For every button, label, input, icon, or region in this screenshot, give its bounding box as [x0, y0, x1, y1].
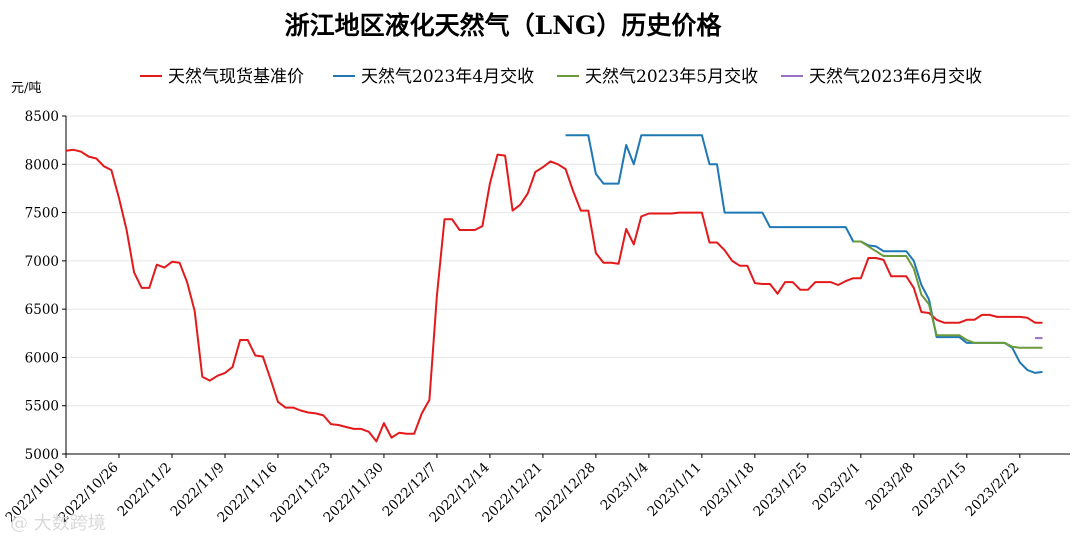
y-tick-label: 7000	[25, 254, 59, 270]
x-tick-label: 2023/2/8	[862, 460, 916, 514]
x-tick-label: 2023/2/22	[962, 460, 1022, 520]
series-line-1	[65, 148, 1043, 443]
y-tick-label: 5000	[25, 447, 59, 463]
chart-title: 浙江地区液化天然气（LNG）历史价格	[285, 11, 723, 40]
x-tick-label: 2023/1/4	[598, 460, 652, 514]
y-axis-unit: 元/吨	[11, 81, 41, 96]
y-tick-label: 6500	[25, 302, 59, 318]
y-tick-label: 8500	[25, 109, 59, 125]
x-tick-label: 2023/1/25	[750, 460, 810, 520]
series-line-3	[853, 240, 1043, 349]
series-line-2	[565, 134, 1043, 374]
x-tick-label: 2023/2/15	[909, 460, 969, 520]
x-tick-label: 2023/1/18	[697, 460, 757, 520]
y-tick-label: 5500	[25, 399, 59, 415]
x-tick-labels: 2022/10/192022/10/262022/11/22022/11/920…	[2, 460, 1022, 526]
y-tick-label: 7500	[25, 206, 59, 222]
y-tick-labels: 5000 5500 6000 6500 7000 7500 8000 8500	[25, 109, 59, 463]
x-tick-label: 2023/1/11	[644, 460, 704, 520]
legend-label-2: 天然气2023年4月交收	[361, 67, 534, 87]
axes	[62, 115, 1070, 458]
legend-label-4: 天然气2023年6月交收	[809, 67, 982, 87]
x-tick-label: 2022/11/2	[115, 460, 175, 520]
legend-label-3: 天然气2023年5月交收	[585, 67, 758, 87]
legend-label-1: 天然气现货基准价	[168, 67, 304, 87]
series-lines	[65, 134, 1043, 443]
x-tick-label: 2023/2/1	[809, 460, 863, 514]
watermark: @ 大数跨境	[10, 513, 106, 534]
y-tick-label: 8000	[25, 157, 59, 173]
y-tick-label: 6000	[25, 350, 59, 366]
legend: 天然气现货基准价 天然气2023年4月交收 天然气2023年5月交收 天然气2023年…	[140, 67, 982, 87]
